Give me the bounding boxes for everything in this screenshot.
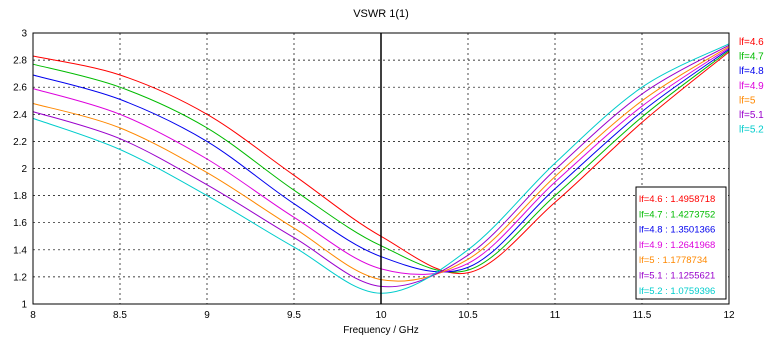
x-tick-label: 9	[204, 310, 210, 321]
readout-value: lf=4.8 : 1.3501366	[639, 225, 715, 236]
x-axis-label: Frequency / GHz	[343, 325, 419, 336]
legend-entry: lf=4.8	[739, 66, 764, 77]
y-tick-label: 2.6	[13, 83, 27, 94]
x-tick-label: 12	[723, 310, 735, 321]
legend-entry: lf=4.7	[739, 52, 764, 63]
legend-entry: lf=5.2	[739, 125, 764, 136]
readout-value: lf=4.6 : 1.4958718	[639, 194, 715, 205]
x-tick-label: 8	[30, 310, 36, 321]
y-tick-label: 1.2	[13, 272, 27, 283]
y-tick-label: 1.6	[13, 218, 27, 229]
y-tick-label: 2.8	[13, 56, 27, 67]
readout-value: lf=5 : 1.1778734	[639, 255, 707, 266]
x-tick-label: 10.5	[458, 310, 478, 321]
readout-value: lf=5.1 : 1.1255621	[639, 271, 715, 282]
x-axis-ticks: 8 8.5 9 9.5 10 10.5 11 11.5 12	[30, 310, 735, 321]
legend-entry: lf=5	[739, 95, 756, 106]
y-tick-label: 2	[21, 164, 27, 175]
readout-frame	[635, 186, 727, 300]
y-tick-label: 2.4	[13, 110, 27, 121]
grid	[33, 33, 729, 304]
legend-entry: lf=4.6	[739, 37, 764, 48]
y-tick-label: 3	[21, 29, 27, 40]
y-tick-label: 1.8	[13, 191, 27, 202]
x-tick-label: 11.5	[633, 310, 652, 321]
readout-value: lf=5.2 : 1.0759396	[639, 286, 715, 297]
readout-value: lf=4.7 : 1.4273752	[639, 209, 715, 220]
y-axis-ticks: 1 1.2 1.4 1.6 1.8 2 2.2 2.4 2.6 2.8 3	[13, 29, 27, 311]
x-tick-label: 9.5	[287, 310, 301, 321]
legend-entry: lf=5.1	[739, 110, 764, 121]
y-tick-label: 1.4	[13, 245, 27, 256]
y-tick-label: 2.2	[13, 137, 27, 148]
plot-frame	[32, 32, 730, 305]
y-tick-label: 1	[21, 300, 27, 311]
x-tick-label: 8.5	[113, 310, 127, 321]
x-tick-label: 10	[375, 310, 387, 321]
legend-entry: lf=4.9	[739, 81, 764, 92]
x-tick-label: 11	[550, 310, 561, 321]
legend: lf=4.6 lf=4.7 lf=4.8 lf=4.9 lf=5 lf=5.1 lf=5.2	[739, 37, 764, 136]
marker-readout-box: lf=4.6 : 1.4958718 lf=4.7 : 1.4273752 lf=4…	[635, 186, 727, 300]
chart-title: VSWR 1(1)	[353, 8, 409, 20]
readout-value: lf=4.9 : 1.2641968	[639, 240, 715, 251]
